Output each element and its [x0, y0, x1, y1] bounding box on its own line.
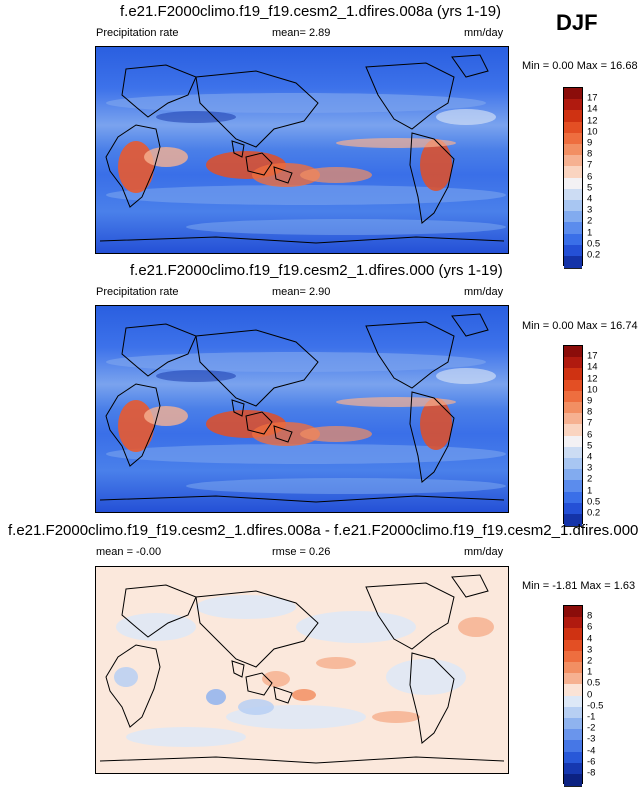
colorbar-label: 2: [587, 655, 593, 667]
panel-3-minmax: Min = -1.81 Max = 1.63: [522, 580, 636, 592]
colorbar-label: -2: [587, 722, 596, 734]
colorbar-label: 8: [587, 148, 593, 160]
coastlines: [99, 54, 505, 244]
panel-2-map: [95, 305, 509, 513]
colorbar-label: 5: [587, 182, 593, 194]
colorbar-label: -8: [587, 767, 596, 779]
colorbar-label: 7: [587, 417, 593, 429]
colorbar-label: 3: [587, 462, 593, 474]
panel-1-map: [95, 46, 509, 254]
panel-1-variable-label: Precipitation rate: [96, 27, 179, 39]
colorbar-label: 10: [587, 126, 598, 138]
panel-1-units-label: mm/day: [464, 27, 504, 39]
map-field: [96, 567, 508, 773]
colorbar-label: 9: [587, 137, 593, 149]
colorbar-label: 6: [587, 171, 593, 183]
panel-3-rmse-label: rmse = 0.26: [272, 546, 331, 558]
colorbar-label: -6: [587, 756, 596, 768]
colorbar-label: 14: [587, 103, 598, 115]
colorbar-label: 3: [587, 644, 593, 656]
panel-3-units-label: mm/day: [464, 546, 504, 558]
colorbar-label: 0.5: [587, 677, 601, 689]
panel-2-minmax: Min = 0.00 Max = 16.74: [522, 320, 638, 332]
colorbar-label: 2: [587, 473, 593, 485]
season-label: DJF: [556, 10, 598, 35]
colorbar-label: 12: [587, 115, 598, 127]
panel-2-mean-label: mean= 2.90: [272, 286, 331, 298]
colorbar-label: 3: [587, 204, 593, 216]
colorbar-label: 17: [587, 350, 598, 362]
colorbar-label: 0.5: [587, 238, 601, 250]
panel-2-units-label: mm/day: [464, 286, 504, 298]
coastlines: [99, 574, 505, 764]
colorbar-label: 4: [587, 193, 593, 205]
colorbar-label: 6: [587, 429, 593, 441]
colorbar-label: -0.5: [587, 700, 604, 712]
map-field: [96, 47, 508, 253]
colorbar-label: 7: [587, 159, 593, 171]
colorbar-swatch: [564, 774, 582, 787]
colorbar-swatches: [563, 345, 583, 527]
colorbar-label: 0.2: [587, 249, 601, 261]
colorbar-label: 2: [587, 215, 593, 227]
colorbar-label: 4: [587, 633, 593, 645]
colorbar-label: 1: [587, 227, 593, 239]
colorbar-label: 6: [587, 621, 593, 633]
colorbar-swatch: [564, 514, 582, 527]
colorbar-label: 14: [587, 361, 598, 373]
map-field: [96, 306, 508, 512]
colorbar-label: 0.5: [587, 496, 601, 508]
panel-2-title: f.e21.F2000climo.f19_f19.cesm2_1.dfires.…: [130, 262, 503, 279]
panel-3-mean-label: mean = -0.00: [96, 546, 162, 558]
colorbar-label: 8: [587, 406, 593, 418]
colorbar-label: 5: [587, 440, 593, 452]
colorbar-label: 17: [587, 92, 598, 104]
panel-1-title: f.e21.F2000climo.f19_f19.cesm2_1.dfires.…: [120, 3, 502, 20]
panel-3-map: [95, 566, 509, 774]
coastlines: [99, 313, 505, 503]
colorbar-label: 0: [587, 689, 593, 701]
panel-1-minmax: Min = 0.00 Max = 16.68: [522, 60, 638, 72]
colorbar-label: -1: [587, 711, 596, 723]
colorbar-label: 8: [587, 610, 593, 622]
panel-2-variable-label: Precipitation rate: [96, 286, 179, 298]
colorbar-label: 1: [587, 485, 593, 497]
colorbar-label: 4: [587, 451, 593, 463]
colorbar-label: -3: [587, 733, 596, 745]
colorbar-label: -4: [587, 745, 596, 757]
colorbar-swatches: [563, 87, 583, 269]
colorbar-label: 0.2: [587, 507, 601, 519]
colorbar-label: 12: [587, 373, 598, 385]
colorbar-swatch: [564, 256, 582, 269]
panel-3-title: f.e21.F2000climo.f19_f19.cesm2_1.dfires.…: [8, 522, 639, 539]
colorbar-label: 1: [587, 666, 593, 678]
panel-1-mean-label: mean= 2.89: [272, 27, 331, 39]
colorbar-swatches: [563, 605, 583, 787]
colorbar-label: 9: [587, 395, 593, 407]
colorbar-label: 10: [587, 384, 598, 396]
